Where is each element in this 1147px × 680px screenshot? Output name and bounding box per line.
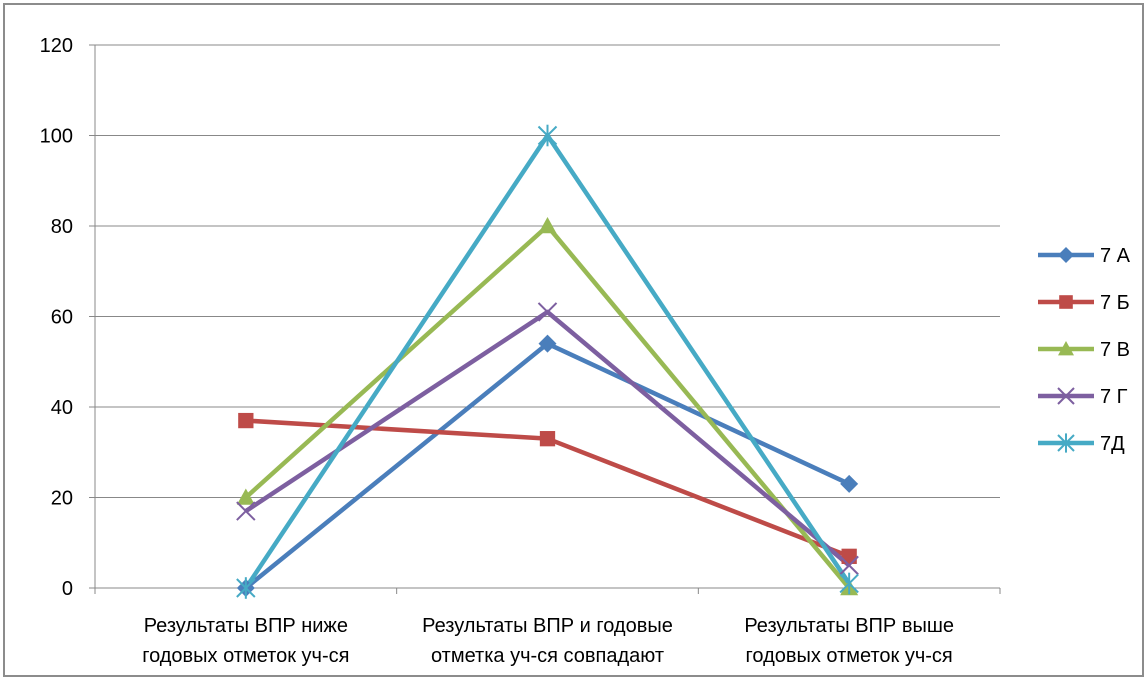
- data-point: [538, 334, 557, 353]
- series-line: [244, 341, 851, 590]
- legend-label: 7 А: [1100, 245, 1131, 267]
- data-point: [1057, 387, 1075, 405]
- data-point: [1058, 247, 1074, 263]
- y-tick-label: 20: [51, 488, 73, 510]
- data-point: [841, 548, 857, 564]
- data-point: [537, 124, 558, 147]
- data-point: [1059, 295, 1073, 309]
- y-tick-label: 0: [62, 578, 73, 600]
- legend-label: 7 В: [1100, 339, 1130, 361]
- legend-label: 7Д: [1100, 433, 1125, 455]
- data-point: [839, 555, 859, 576]
- data-point: [539, 431, 556, 447]
- x-tick-label: Результаты ВПР выше годовых отметок уч-ся: [744, 615, 954, 667]
- legend-label: 7 Б: [1100, 292, 1130, 314]
- y-tick-label: 120: [40, 35, 73, 57]
- y-tick-label: 60: [51, 307, 73, 329]
- data-point: [236, 577, 256, 599]
- legend-label: 7 Г: [1100, 386, 1128, 408]
- x-tick-label: Результаты ВПР и годовые отметка уч-ся со…: [422, 615, 673, 667]
- data-point: [840, 474, 859, 493]
- y-tick-label: 40: [51, 397, 73, 419]
- data-point: [236, 501, 256, 521]
- data-point: [538, 217, 557, 234]
- data-point: [1058, 341, 1074, 356]
- data-point: [236, 488, 255, 505]
- chart-frame: [3, 3, 1144, 677]
- data-point: [1057, 433, 1075, 453]
- data-point: [839, 572, 859, 595]
- data-point: [238, 412, 254, 429]
- data-point: [537, 302, 558, 322]
- x-tick-label: Результаты ВПР ниже годовых отметок уч-ся: [142, 615, 349, 667]
- y-tick-label: 100: [40, 126, 73, 148]
- y-tick-label: 80: [51, 216, 73, 238]
